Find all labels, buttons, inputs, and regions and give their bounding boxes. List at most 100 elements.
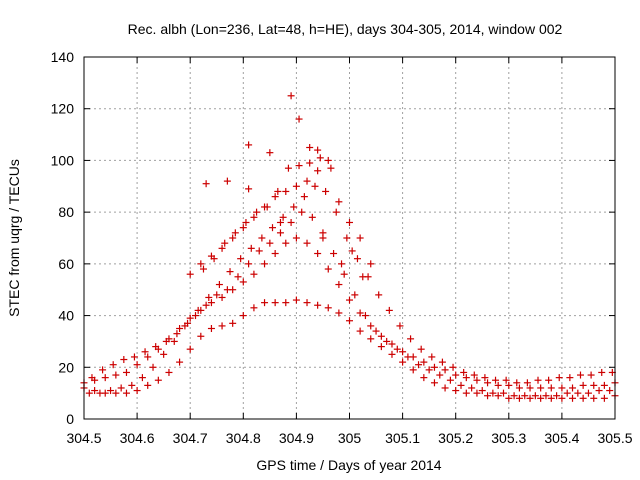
data-point <box>356 309 364 317</box>
data-point <box>446 376 454 384</box>
data-point <box>276 229 284 237</box>
data-point <box>600 381 608 389</box>
data-point <box>584 389 592 397</box>
data-point <box>186 270 194 278</box>
data-point <box>314 167 322 175</box>
data-point <box>452 371 460 379</box>
data-point <box>290 203 298 211</box>
data-point <box>420 358 428 366</box>
data-point <box>396 322 404 330</box>
data-point <box>287 218 295 226</box>
data-point <box>436 371 444 379</box>
data-point <box>184 319 192 327</box>
data-point <box>399 358 407 366</box>
data-point <box>566 374 574 382</box>
data-point <box>91 387 99 395</box>
data-point <box>563 389 571 397</box>
data-point <box>438 358 446 366</box>
data-point <box>255 247 263 255</box>
data-point <box>547 384 555 392</box>
x-axis-title: GPS time / Days of year 2014 <box>256 457 441 473</box>
data-point <box>542 392 550 400</box>
data-point <box>122 389 130 397</box>
data-point <box>348 247 356 255</box>
data-point <box>330 250 338 258</box>
data-point <box>144 353 152 361</box>
data-point <box>229 319 237 327</box>
data-point <box>101 374 109 382</box>
data-point <box>526 394 534 402</box>
data-point <box>266 239 274 247</box>
data-point <box>367 335 375 343</box>
data-point <box>515 394 523 402</box>
data-point <box>377 332 385 340</box>
data-point <box>245 141 253 149</box>
data-point <box>600 394 608 402</box>
data-point <box>88 374 96 382</box>
data-point <box>263 203 271 211</box>
data-point <box>449 363 457 371</box>
data-point <box>314 250 322 258</box>
data-point <box>521 392 529 400</box>
data-point <box>176 358 184 366</box>
y-tick-label: 100 <box>51 152 75 168</box>
data-point <box>130 353 138 361</box>
data-point <box>598 368 606 376</box>
data-point <box>239 278 247 286</box>
data-point <box>590 381 598 389</box>
data-point <box>279 213 287 221</box>
data-point <box>295 115 303 123</box>
data-point <box>292 182 300 190</box>
data-point <box>579 381 587 389</box>
data-point <box>513 379 521 387</box>
data-point <box>199 265 207 273</box>
data-point <box>165 368 173 376</box>
data-point <box>346 218 353 226</box>
data-point <box>303 299 311 307</box>
data-point <box>194 306 202 314</box>
data-point <box>170 337 178 345</box>
x-tick-label: 304.5 <box>66 430 101 446</box>
data-point <box>154 376 162 384</box>
data-point <box>526 384 534 392</box>
data-point <box>282 299 290 307</box>
data-point <box>356 327 364 335</box>
data-point <box>388 340 396 348</box>
data-point <box>441 366 449 374</box>
data-point <box>107 387 115 395</box>
data-point <box>417 345 425 353</box>
data-point <box>505 381 513 389</box>
x-tick-label: 305.1 <box>385 430 420 446</box>
data-point <box>452 387 460 395</box>
data-point <box>515 384 523 392</box>
data-point <box>295 162 303 170</box>
data-point <box>282 239 290 247</box>
data-point <box>316 154 324 162</box>
data-point <box>415 361 423 369</box>
data-point <box>534 376 542 384</box>
data-point <box>271 250 279 258</box>
data-point <box>269 224 277 232</box>
data-point <box>367 260 375 268</box>
data-point <box>361 312 369 320</box>
data-point <box>213 291 221 299</box>
x-tick-label: 304.8 <box>226 430 261 446</box>
data-point <box>356 234 364 242</box>
data-point <box>223 286 231 294</box>
data-point <box>306 144 314 151</box>
data-point <box>346 317 353 325</box>
data-point <box>234 273 242 281</box>
data-point <box>207 325 215 332</box>
x-tick-label: 304.6 <box>120 430 155 446</box>
data-point <box>287 92 295 100</box>
data-point <box>282 187 290 195</box>
data-point <box>547 394 555 402</box>
data-point <box>245 260 253 268</box>
data-point <box>197 332 205 340</box>
data-point <box>430 363 438 371</box>
data-point <box>218 293 226 301</box>
data-point <box>545 376 553 384</box>
data-point <box>298 208 306 216</box>
data-point <box>274 187 282 195</box>
data-point <box>109 361 117 369</box>
